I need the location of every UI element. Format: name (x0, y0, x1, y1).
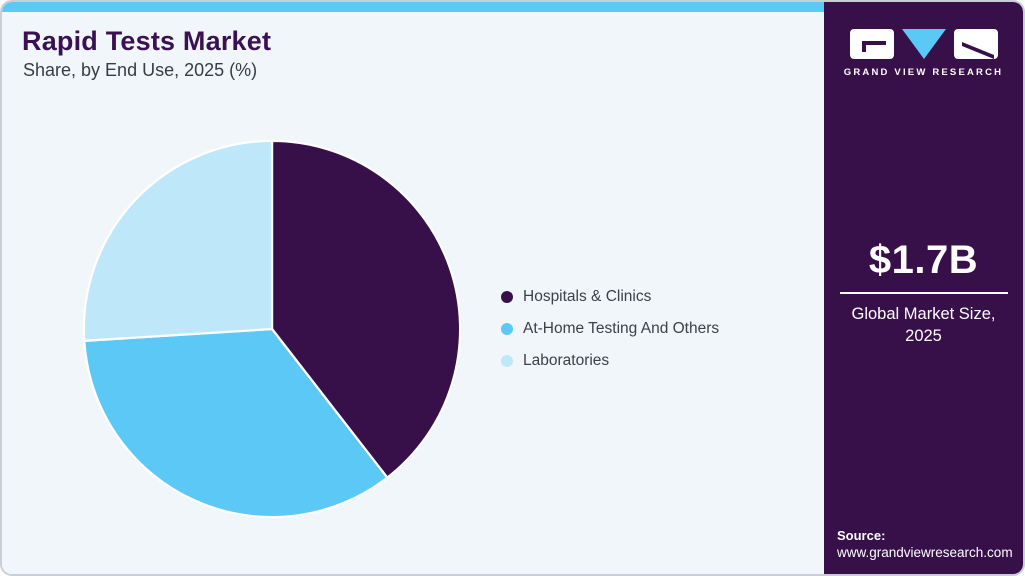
legend-marker (501, 355, 513, 367)
legend: Hospitals & Clinics At-Home Testing And O… (501, 287, 719, 371)
sidebar: GRAND VIEW RESEARCH $1.7B Global Market … (824, 2, 1023, 574)
logo-caption: GRAND VIEW RESEARCH (843, 67, 1004, 78)
legend-item: At-Home Testing And Others (501, 319, 719, 339)
source-label: Source: (837, 528, 886, 543)
top-accent-bar (2, 2, 824, 12)
legend-label: At-Home Testing And Others (523, 320, 720, 337)
pie-chart-container (82, 139, 462, 519)
pie-chart (82, 139, 462, 519)
legend-marker (501, 323, 513, 335)
gvr-logo-icon (849, 29, 998, 59)
gvr-logo: GRAND VIEW RESEARCH (824, 28, 1023, 78)
source-url: www.grandviewresearch.com (837, 545, 1013, 560)
legend-label: Laboratories (523, 352, 610, 369)
logo-g-tile (849, 29, 894, 59)
legend-item: Hospitals & Clinics (501, 287, 719, 307)
market-size-label: Global Market Size, 2025 (824, 303, 1023, 348)
chart-panel: Rapid Tests Market Share, by End Use, 20… (2, 2, 824, 574)
pie-slice-1 (270, 139, 462, 479)
divider-line (839, 292, 1008, 294)
market-size-block: $1.7B Global Market Size, 2025 (824, 238, 1023, 348)
logo-r-tile (953, 29, 998, 59)
pie-slice-2 (83, 327, 389, 519)
page-subtitle: Share, by End Use, 2025 (%) (23, 60, 258, 80)
source-block: Source: www.grandviewresearch.com (837, 528, 1013, 560)
page-title: Rapid Tests Market (22, 26, 272, 56)
logo-v-icon (901, 29, 946, 59)
market-size-label-line1: Global Market Size, (851, 305, 996, 323)
legend-item: Laboratories (501, 351, 719, 371)
legend-label: Hospitals & Clinics (523, 288, 652, 305)
pie-slice-3 (82, 139, 274, 342)
market-size-label-line2: 2025 (905, 327, 942, 346)
market-size-value: $1.7B (868, 238, 979, 282)
legend-marker (501, 291, 513, 303)
